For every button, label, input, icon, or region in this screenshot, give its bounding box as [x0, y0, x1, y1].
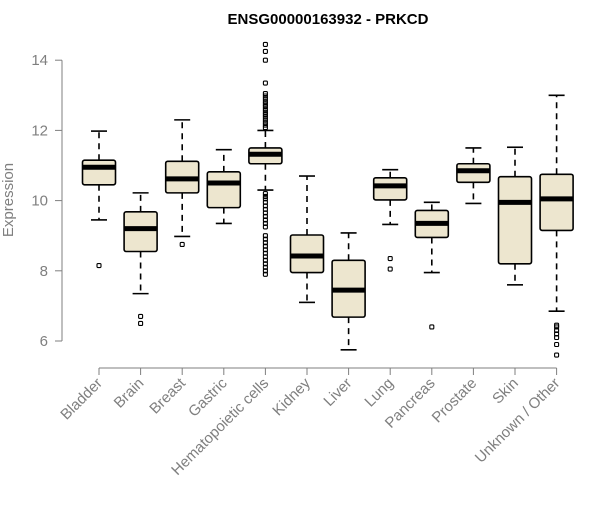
outlier-point [179, 241, 185, 248]
x-tick-label: Lung [361, 375, 397, 411]
x-tick-label: Brain [111, 375, 148, 412]
box-group [372, 168, 408, 272]
outlier-point [387, 255, 393, 262]
box-group [539, 94, 574, 358]
y-tick-label: 12 [31, 122, 48, 139]
outlier-point [554, 352, 560, 358]
box-iqr [81, 159, 117, 186]
y-tick-label: 14 [31, 52, 48, 69]
outlier-point [262, 80, 268, 86]
outlier-point [262, 224, 268, 230]
outlier-point [262, 117, 268, 123]
outlier-point [262, 103, 268, 110]
outlier-point [262, 120, 268, 126]
outlier-point [262, 114, 268, 120]
outlier-point [262, 101, 268, 107]
outlier-point [262, 125, 268, 131]
outlier-point [96, 262, 102, 269]
outlier-point [262, 41, 268, 47]
boxes-group [81, 41, 574, 358]
y-tick-label: 8 [40, 263, 48, 280]
outlier-point [387, 266, 393, 272]
y-tick-label: 6 [40, 333, 48, 350]
outlier-point [262, 93, 268, 99]
x-tick-label: Kidney [269, 374, 314, 419]
outlier-point [262, 193, 268, 199]
outlier-point [262, 191, 268, 197]
outlier-point [262, 99, 268, 105]
box-group [164, 119, 200, 248]
x-tick-label: Prostate [429, 375, 481, 427]
box-iqr [206, 171, 242, 209]
outlier-point [262, 109, 268, 115]
outlier-point [262, 112, 268, 118]
y-tick-label: 10 [31, 193, 48, 210]
x-tick-label: Skin [489, 375, 522, 408]
x-tick-label: Breast [146, 374, 189, 417]
x-tick-label: Liver [320, 375, 355, 410]
box-iqr [539, 173, 574, 232]
box-group [123, 192, 158, 327]
outlier-point [554, 341, 560, 348]
outlier-point [429, 324, 435, 330]
box-iqr [372, 176, 408, 201]
outlier-point [262, 271, 268, 277]
y-axis: 6 8 10 12 14 [31, 52, 63, 350]
chart-title: ENSG00000163932 - PRKCD [228, 11, 429, 28]
box-group [497, 146, 533, 286]
outlier-point [262, 106, 268, 112]
box-group [206, 148, 242, 225]
box-group [456, 147, 491, 205]
box-iqr [123, 211, 158, 253]
box-group [81, 130, 117, 269]
y-axis-label: Expression [0, 163, 17, 237]
box-group [331, 232, 366, 351]
outlier-point [262, 90, 268, 97]
outlier-point [262, 122, 268, 128]
box-group [414, 201, 450, 330]
outlier-point [262, 48, 268, 54]
outlier-point [138, 320, 144, 327]
box-iqr [497, 175, 533, 265]
x-tick-label: Bladder [57, 375, 106, 424]
outlier-point [262, 96, 268, 102]
outlier-point [554, 322, 560, 328]
outlier-point [554, 334, 560, 341]
box-group [248, 41, 283, 277]
outlier-point [138, 313, 144, 319]
outlier-point [262, 57, 268, 63]
box-group [289, 175, 325, 304]
